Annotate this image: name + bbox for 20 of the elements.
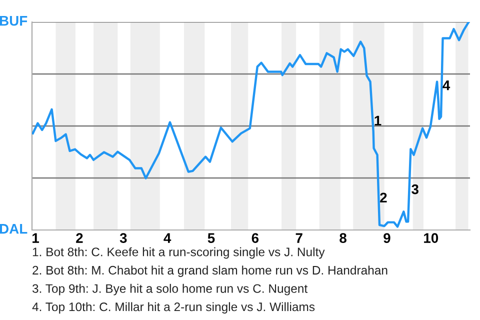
annotation: 1 [374, 116, 382, 126]
x-tick-label: 3 [120, 233, 127, 243]
text: 3. Top 9th: J. Bye hit a solo home run vs C. Nugent [32, 284, 308, 296]
text: 1. Bot 8th: C. Keefe hit a run-scoring single vs J. Nulty [32, 247, 325, 259]
x-tick-label: 4 [164, 233, 172, 243]
text: 2. Bot 8th: M. Chabot hit a grand slam home run vs D. Handrahan [32, 266, 388, 277]
x-tick-label: 10 [424, 233, 438, 243]
x-tick-label: 8 [340, 233, 346, 243]
x-tick-label: 2 [76, 233, 83, 243]
annotation: 3 [412, 184, 418, 194]
x-tick-label: 6 [252, 233, 259, 243]
x-tick-label: 7 [296, 233, 302, 243]
annotation: 2 [380, 192, 387, 202]
x-tick-label: 5 [208, 233, 215, 243]
x-tick-label: 9 [384, 233, 390, 243]
text: DAL [0, 224, 28, 234]
text: BUF [0, 16, 28, 26]
text: 4. Top 10th: C. Millar hit a 2-run single vs J. Williams [32, 302, 315, 314]
annotation: 4 [442, 80, 450, 90]
x-tick-label: 1 [32, 233, 39, 243]
